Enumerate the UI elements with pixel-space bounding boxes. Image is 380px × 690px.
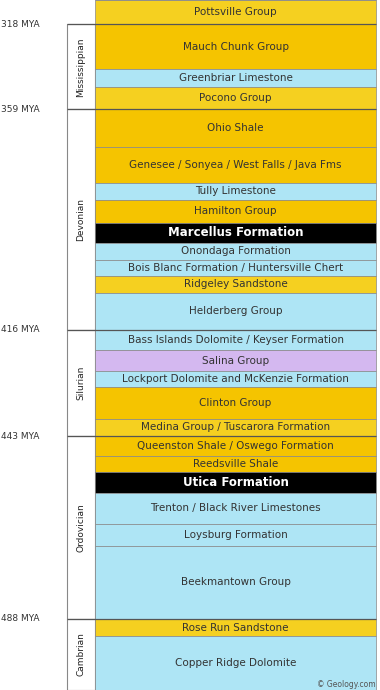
Text: Ohio Shale: Ohio Shale (207, 124, 264, 133)
Text: Bass Islands Dolomite / Keyser Formation: Bass Islands Dolomite / Keyser Formation (128, 335, 344, 345)
Text: Salina Group: Salina Group (202, 355, 269, 366)
Text: Devonian: Devonian (76, 198, 85, 241)
Text: Beekmantown Group: Beekmantown Group (180, 577, 291, 587)
Text: Cambrian: Cambrian (76, 633, 85, 676)
Text: 359 MYA: 359 MYA (1, 105, 40, 114)
Bar (95, 259, 376, 276)
Text: Reedsville Shale: Reedsville Shale (193, 459, 278, 469)
Bar (66, 436, 95, 619)
Bar (95, 493, 376, 524)
Text: Pocono Group: Pocono Group (200, 93, 272, 103)
Bar (95, 182, 376, 200)
Text: Mississippian: Mississippian (76, 37, 85, 97)
Text: Hamilton Group: Hamilton Group (194, 206, 277, 216)
Text: Queenston Shale / Oswego Formation: Queenston Shale / Oswego Formation (137, 441, 334, 451)
Bar (66, 330, 95, 436)
Text: Rose Run Sandstone: Rose Run Sandstone (182, 622, 289, 633)
Bar (95, 0, 376, 24)
Bar (95, 148, 376, 182)
Text: Helderberg Group: Helderberg Group (189, 306, 282, 316)
Bar (66, 619, 95, 690)
Bar (95, 293, 376, 330)
Bar (95, 24, 376, 69)
Text: © Geology.com: © Geology.com (317, 680, 375, 689)
Text: Silurian: Silurian (76, 366, 85, 400)
Text: Loysburg Formation: Loysburg Formation (184, 530, 288, 540)
Text: Copper Ridge Dolomite: Copper Ridge Dolomite (175, 658, 296, 668)
Bar (95, 69, 376, 87)
Text: Greenbriar Limestone: Greenbriar Limestone (179, 73, 293, 83)
Bar (95, 330, 376, 351)
Bar (95, 351, 376, 371)
Text: Bois Blanc Formation / Huntersville Chert: Bois Blanc Formation / Huntersville Cher… (128, 263, 343, 273)
Bar (95, 276, 376, 293)
Bar (95, 87, 376, 109)
Bar (95, 546, 376, 619)
Bar (95, 200, 376, 222)
Bar (95, 473, 376, 493)
Text: Mauch Chunk Group: Mauch Chunk Group (183, 42, 288, 52)
Bar (95, 619, 376, 636)
Text: Pottsville Group: Pottsville Group (194, 7, 277, 17)
Bar (95, 388, 376, 419)
Bar (95, 371, 376, 388)
Text: Ordovician: Ordovician (76, 503, 85, 552)
Text: Marcellus Formation: Marcellus Formation (168, 226, 303, 239)
Text: Utica Formation: Utica Formation (183, 476, 288, 489)
Text: Onondaga Formation: Onondaga Formation (180, 246, 291, 256)
Text: 488 MYA: 488 MYA (1, 614, 40, 623)
Text: Medina Group / Tuscarora Formation: Medina Group / Tuscarora Formation (141, 422, 330, 433)
Bar (66, 24, 95, 109)
Text: Clinton Group: Clinton Group (200, 398, 272, 408)
Text: Ridgeley Sandstone: Ridgeley Sandstone (184, 279, 288, 290)
Text: 318 MYA: 318 MYA (1, 20, 40, 29)
Bar (95, 419, 376, 436)
Text: 416 MYA: 416 MYA (1, 326, 40, 335)
Bar (95, 109, 376, 148)
Text: Genesee / Sonyea / West Falls / Java Fms: Genesee / Sonyea / West Falls / Java Fms (129, 160, 342, 170)
Text: Tully Limestone: Tully Limestone (195, 186, 276, 196)
Text: Lockport Dolomite and McKenzie Formation: Lockport Dolomite and McKenzie Formation (122, 374, 349, 384)
Bar (66, 109, 95, 330)
Bar (95, 636, 376, 690)
Bar (95, 436, 376, 456)
Text: 443 MYA: 443 MYA (1, 432, 40, 441)
Bar (95, 524, 376, 546)
Bar (95, 222, 376, 243)
Bar (95, 243, 376, 259)
Bar (95, 456, 376, 473)
Text: Trenton / Black River Limestones: Trenton / Black River Limestones (150, 504, 321, 513)
